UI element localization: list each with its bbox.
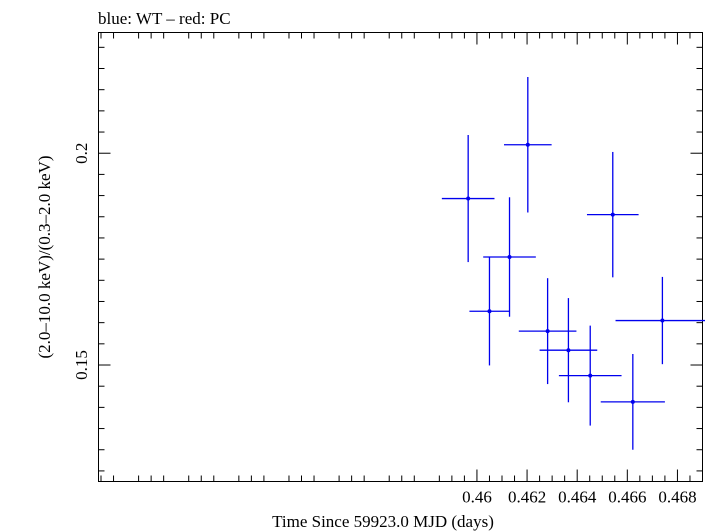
x-axis-label: Time Since 59923.0 MJD (days) <box>272 512 494 531</box>
data-point <box>615 276 705 365</box>
data-points <box>441 76 705 450</box>
axis-ticks <box>98 32 703 482</box>
data-point <box>441 135 495 263</box>
data-point <box>518 278 577 385</box>
point-marker <box>545 329 550 334</box>
data-point <box>504 76 552 213</box>
data-point <box>558 325 622 426</box>
data-point <box>469 257 510 366</box>
point-marker <box>630 399 635 404</box>
point-marker <box>588 373 593 378</box>
data-point <box>483 197 536 317</box>
chart-title: blue: WT – red: PC <box>98 9 231 28</box>
point-marker <box>610 212 615 217</box>
y-tick-label: 0.2 <box>72 143 91 164</box>
plot-frame <box>98 32 703 482</box>
x-tick-label: 0.466 <box>608 488 646 507</box>
data-point <box>539 298 598 403</box>
x-tick-label: 0.46 <box>462 488 492 507</box>
y-tick-labels: 0.15 0.2 <box>72 143 91 380</box>
x-tick-labels: 0.46 0.462 0.464 0.466 0.468 <box>462 488 696 507</box>
point-marker <box>466 196 471 201</box>
point-marker <box>487 309 492 314</box>
point-marker <box>660 318 665 323</box>
point-marker <box>507 255 512 259</box>
x-tick-label: 0.468 <box>658 488 696 507</box>
x-tick-label: 0.464 <box>558 488 597 507</box>
y-axis-label: (2.0–10.0 keV)/(0.3–2.0 keV) <box>35 155 54 358</box>
data-point <box>586 151 639 278</box>
point-marker <box>525 142 530 147</box>
data-point <box>600 354 665 450</box>
x-tick-label: 0.462 <box>508 488 546 507</box>
point-marker <box>566 348 571 353</box>
y-tick-label: 0.15 <box>72 350 91 380</box>
